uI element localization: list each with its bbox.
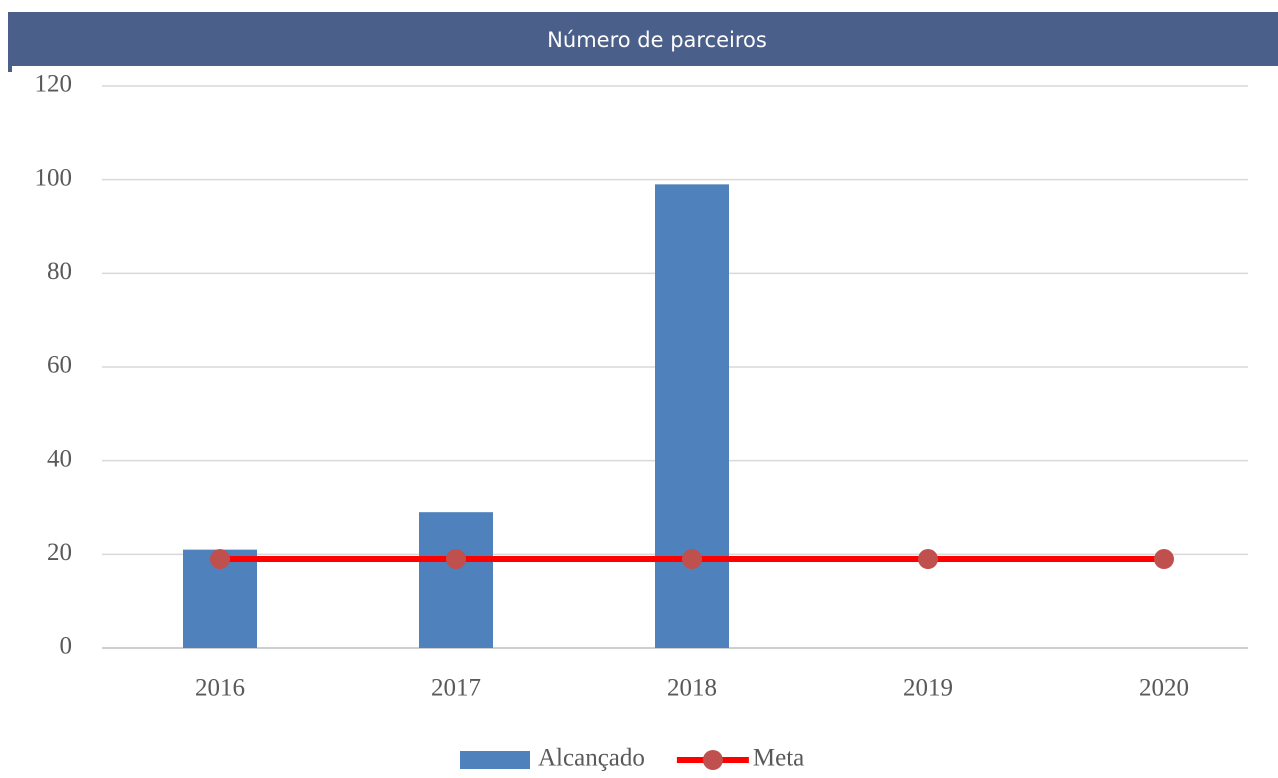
x-tick-label: 2017 (431, 675, 481, 702)
y-tick-label: 0 (60, 633, 73, 660)
y-tick-label: 40 (47, 445, 72, 472)
y-tick-label: 20 (47, 539, 72, 566)
legend-marker (702, 750, 723, 770)
x-tick-label: 2016 (195, 675, 245, 702)
marker (918, 549, 938, 570)
title-banner (8, 12, 1278, 66)
marker (682, 549, 702, 570)
marker (210, 549, 230, 570)
x-tick-label: 2019 (903, 675, 953, 702)
y-tick-label: 100 (35, 164, 73, 191)
legend-label: Meta (753, 745, 804, 772)
y-tick-label: 60 (47, 352, 72, 379)
y-tick-label: 120 (35, 71, 73, 98)
y-tick-label: 80 (47, 258, 72, 285)
x-tick-label: 2018 (667, 675, 717, 702)
legend-swatch (460, 751, 530, 769)
marker (446, 549, 466, 570)
legend-label: Alcançado (538, 745, 645, 772)
chart-title: Número de parceiros (547, 28, 767, 52)
bar (655, 184, 729, 648)
x-tick-label: 2020 (1139, 675, 1189, 702)
marker (1154, 549, 1174, 570)
bar (419, 512, 493, 648)
banner-edge (8, 66, 12, 72)
